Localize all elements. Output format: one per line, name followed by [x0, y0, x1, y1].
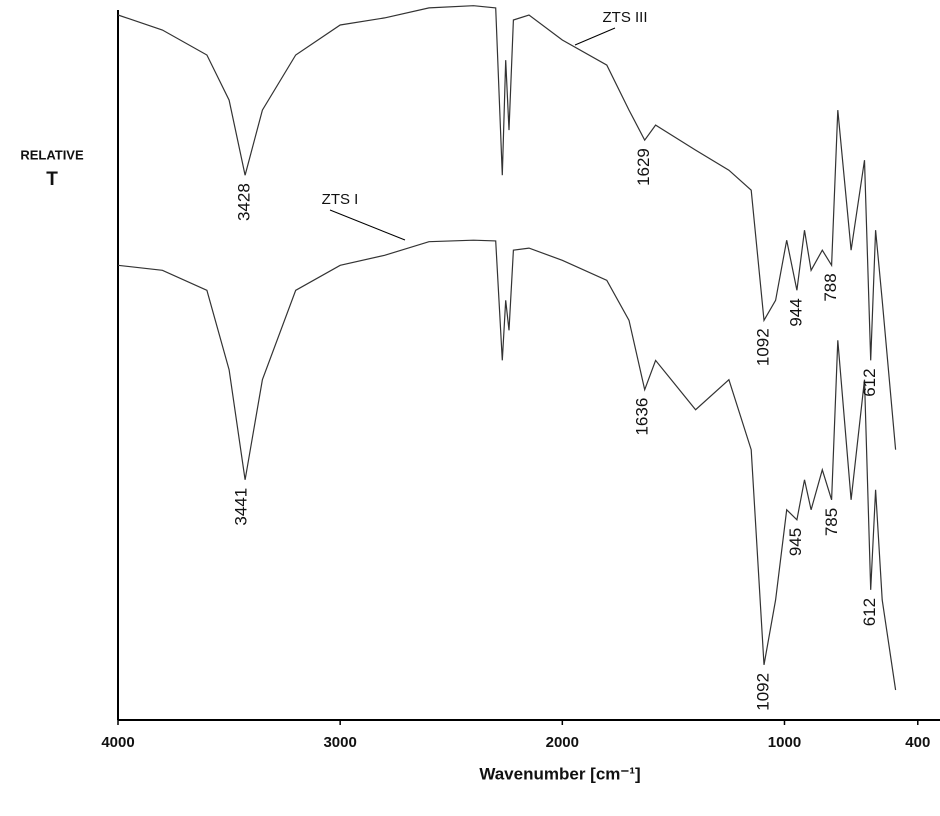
x-tick-label: 1000 [768, 734, 801, 751]
peak-label: 3428 [235, 183, 254, 221]
y-label: T [46, 169, 58, 190]
series-label: ZTS I [322, 191, 359, 208]
peak-label: 785 [822, 508, 841, 536]
x-tick-label: 400 [905, 734, 930, 751]
peak-label: 612 [860, 598, 879, 626]
x-tick-label: 2000 [546, 734, 579, 751]
x-tick-label: 3000 [323, 734, 356, 751]
peak-label: 944 [786, 298, 805, 326]
callout-line [574, 27, 616, 46]
y-label: RELATIVE [20, 147, 84, 162]
peak-label: 1629 [634, 148, 653, 186]
callout-line [329, 209, 406, 241]
x-label: Wavenumber [cm⁻¹] [479, 764, 640, 783]
peak-label: 1092 [753, 673, 772, 711]
peak-label: 3441 [232, 488, 251, 526]
peak-label: 945 [786, 528, 805, 556]
spectrum-line [117, 239, 897, 691]
peak-label: 1636 [633, 398, 652, 436]
x-tick-label: 4000 [101, 734, 134, 751]
spectrum-line [117, 5, 897, 450]
series-label: ZTS III [603, 9, 648, 26]
peak-label: 612 [860, 368, 879, 396]
peak-label: 788 [821, 273, 840, 301]
peak-label: 1092 [753, 328, 772, 366]
